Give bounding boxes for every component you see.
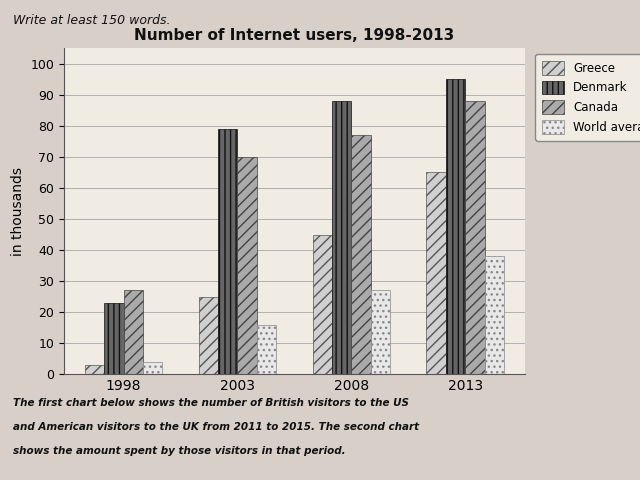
Bar (426, 172, 446, 374)
Bar (351, 135, 371, 374)
Bar (237, 157, 257, 374)
Bar (371, 290, 390, 374)
Bar (257, 324, 276, 374)
Bar (85, 365, 104, 374)
Bar (484, 256, 504, 374)
Bar (124, 290, 143, 374)
Y-axis label: in thousands: in thousands (11, 167, 25, 256)
Text: shows the amount spent by those visitors in that period.: shows the amount spent by those visitors… (13, 446, 346, 456)
Bar (312, 235, 332, 374)
Bar (218, 129, 237, 374)
Bar (143, 362, 163, 374)
Text: The first chart below shows the number of British visitors to the US: The first chart below shows the number o… (13, 398, 409, 408)
Bar (465, 101, 484, 374)
Bar (332, 101, 351, 374)
Text: and American visitors to the UK from 2011 to 2015. The second chart: and American visitors to the UK from 201… (13, 422, 419, 432)
Legend: Greece, Denmark, Canada, World average: Greece, Denmark, Canada, World average (535, 54, 640, 141)
Bar (199, 297, 218, 374)
Title: Number of Internet users, 1998-2013: Number of Internet users, 1998-2013 (134, 28, 454, 43)
Bar (104, 303, 124, 374)
Bar (446, 79, 465, 374)
Text: Write at least 150 words.: Write at least 150 words. (13, 14, 170, 27)
